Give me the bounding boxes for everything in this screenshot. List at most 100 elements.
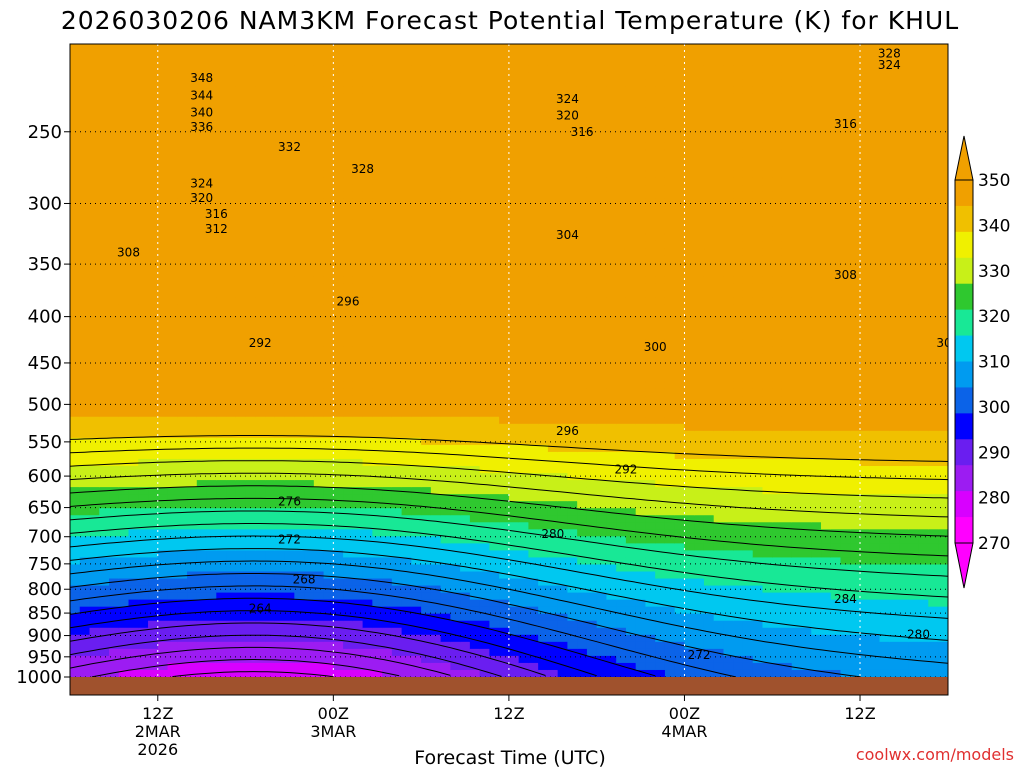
contour-band-cell (518, 191, 529, 200)
contour-band-cell (274, 543, 286, 551)
contour-band-cell (518, 522, 529, 530)
contour-band-cell (372, 283, 383, 291)
contour-band-cell (157, 515, 169, 523)
contour-band-cell (245, 529, 256, 537)
contour-band-cell (304, 550, 315, 559)
contour-band-cell (372, 592, 383, 601)
contour-band-cell (547, 585, 559, 594)
contour-band-cell (567, 100, 578, 108)
contour-band-cell (450, 564, 461, 573)
contour-band-cell (304, 332, 315, 340)
contour-band-cell (235, 564, 247, 573)
contour-band-cell (323, 641, 334, 650)
contour-band-cell (304, 592, 315, 601)
contour-band-cell (382, 325, 393, 333)
contour-band-cell (430, 142, 442, 151)
contour-band-cell (557, 177, 569, 186)
contour-band-cell (99, 515, 110, 523)
contour-band-cell (255, 669, 266, 678)
contour-band-cell (499, 198, 510, 207)
contour-band-cell (128, 219, 139, 228)
contour-band-cell (469, 501, 481, 509)
contour-band-cell (313, 325, 325, 333)
contour-band-cell (567, 536, 578, 544)
contour-band-cell (421, 170, 432, 179)
contour-band-cell (489, 613, 500, 622)
contour-band-cell (148, 494, 159, 502)
contour-band-cell (138, 191, 149, 200)
contour-band-cell (372, 367, 383, 376)
contour-band-cell (586, 620, 598, 629)
contour-band-cell (226, 388, 237, 397)
contour-band-cell (567, 163, 578, 172)
contour-band-cell (177, 247, 188, 256)
contour-band-cell (138, 177, 149, 186)
contour-band-cell (430, 437, 442, 446)
contour-band-cell (109, 318, 120, 326)
contour-band-cell (323, 233, 334, 242)
contour-band-cell (167, 198, 178, 207)
contour-band-cell (469, 325, 481, 333)
contour-band-cell (323, 170, 334, 179)
contour-band-cell (411, 205, 422, 214)
contour-band-cell (255, 311, 266, 319)
contour-band-cell (391, 86, 403, 94)
contour-band-cell (196, 163, 208, 172)
contour-band-cell (372, 332, 383, 340)
contour-band-cell (440, 205, 451, 214)
contour-band-cell (313, 339, 325, 348)
contour-band-cell (382, 501, 393, 509)
contour-band-cell (469, 339, 481, 348)
contour-band-cell (157, 318, 169, 326)
contour-band-cell (450, 515, 461, 523)
contour-band-cell (206, 100, 217, 108)
contour-band-cell (538, 290, 549, 298)
contour-band-cell (265, 564, 276, 573)
contour-band-cell (372, 142, 383, 151)
contour-band-cell (196, 458, 208, 467)
contour-band-cell (216, 550, 227, 559)
contour-band-cell (284, 634, 295, 643)
contour-band-cell (284, 276, 295, 284)
contour-band-cell (255, 114, 266, 122)
contour-band-cell (274, 613, 286, 622)
contour-band-cell (128, 269, 139, 277)
contour-band-cell (508, 107, 520, 115)
contour-band-cell (362, 367, 373, 376)
contour-band-cell (313, 416, 325, 425)
contour-band-cell (508, 466, 520, 474)
contour-band-cell (460, 367, 471, 376)
contour-band-cell (79, 65, 91, 73)
contour-band-cell (157, 416, 169, 425)
contour-band-cell (226, 128, 237, 137)
contour-band-cell (557, 79, 569, 87)
contour-band-cell (596, 304, 608, 312)
contour-band-cell (489, 662, 500, 671)
contour-band-cell (411, 177, 422, 186)
contour-band-cell (518, 149, 529, 158)
contour-band-cell (265, 318, 276, 326)
contour-band-cell (577, 508, 588, 516)
contour-band-cell (450, 550, 461, 559)
contour-band-cell (411, 297, 422, 305)
contour-band-cell (528, 156, 539, 165)
contour-band-cell (265, 72, 276, 80)
contour-band-cell (382, 191, 393, 200)
contour-band-cell (430, 149, 442, 158)
contour-band-cell (430, 458, 442, 467)
contour-band-cell (274, 262, 286, 270)
contour-band-cell (187, 466, 198, 474)
contour-band-cell (343, 255, 354, 263)
contour-band-cell (196, 423, 208, 432)
contour-band-cell (235, 494, 247, 502)
contour-band-cell (313, 501, 325, 509)
contour-band-cell (313, 522, 325, 530)
contour-band-cell (99, 430, 110, 439)
contour-band-cell (313, 543, 325, 551)
contour-band-cell (255, 395, 266, 404)
contour-band-cell (518, 93, 529, 101)
contour-band-cell (89, 128, 100, 137)
contour-band-cell (294, 543, 305, 551)
contour-band-cell (391, 480, 403, 488)
contour-band-cell (206, 339, 217, 348)
